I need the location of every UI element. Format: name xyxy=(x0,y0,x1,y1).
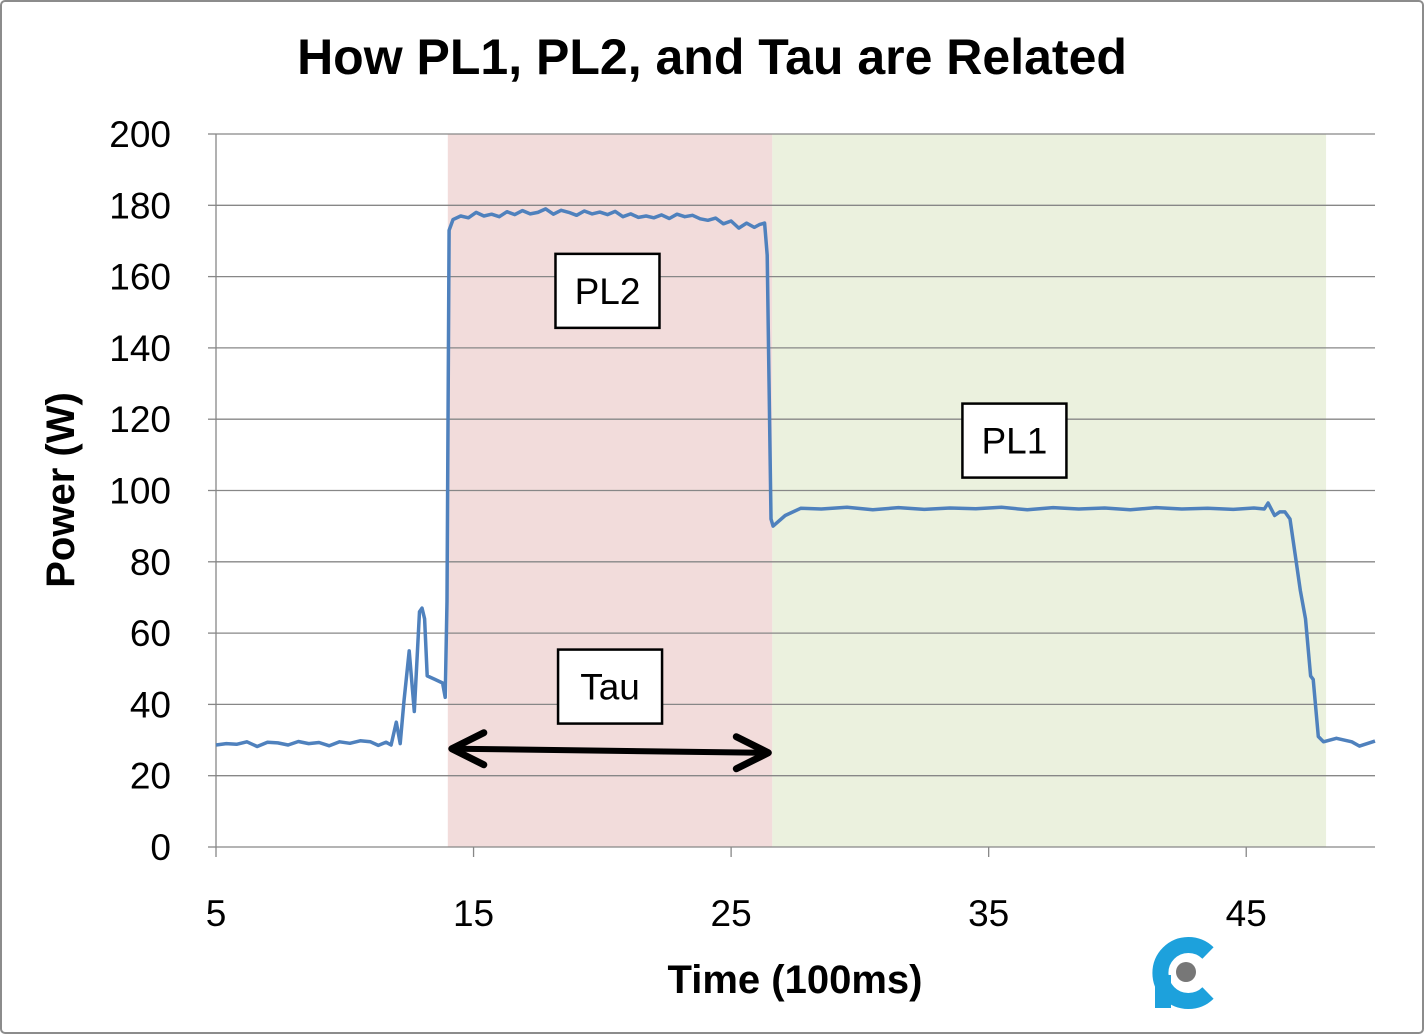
y-tick-label: 120 xyxy=(109,399,171,440)
y-tick-label: 140 xyxy=(109,328,171,369)
x-tick-label: 25 xyxy=(711,893,752,934)
y-tick-label: 0 xyxy=(150,827,171,868)
x-axis-label: Time (100ms) xyxy=(668,958,923,1002)
tau-arrow-shaft xyxy=(457,745,763,756)
logo-dot xyxy=(1176,962,1196,982)
annotation-box-tau xyxy=(556,648,664,725)
y-tick-label: 80 xyxy=(130,542,171,583)
logo-arc xyxy=(1152,937,1214,1009)
tau-arrow xyxy=(448,729,772,773)
annotation-box-pl1 xyxy=(961,402,1068,479)
y-tick-label: 20 xyxy=(130,756,171,797)
y-tick-label: 200 xyxy=(109,114,171,155)
tau-arrow-head-left xyxy=(448,729,488,769)
x-tick-label: 5 xyxy=(206,893,227,934)
y-tick-label: 60 xyxy=(130,613,171,654)
x-tick-label: 35 xyxy=(968,893,1009,934)
tau-arrow-head-right xyxy=(732,733,772,773)
chart-title: How PL1, PL2, and Tau are Related xyxy=(297,29,1127,85)
annotation-box-pl2 xyxy=(554,252,661,330)
power-series-line xyxy=(215,207,1376,749)
annotation-label-pl1: PL1 xyxy=(982,421,1048,462)
y-tick-label: 160 xyxy=(109,257,171,298)
annotation-label-pl2: PL2 xyxy=(575,271,641,312)
x-tick-label: 15 xyxy=(453,893,494,934)
y-tick-label: 180 xyxy=(109,185,171,226)
y-tick-label: 100 xyxy=(109,471,171,512)
y-tick-label: 40 xyxy=(130,684,171,725)
y-axis-label: Power (W) xyxy=(39,392,83,588)
x-tick-label: 45 xyxy=(1226,893,1267,934)
logo-watermark xyxy=(1152,937,1214,1009)
annotation-label-tau: Tau xyxy=(580,667,640,708)
